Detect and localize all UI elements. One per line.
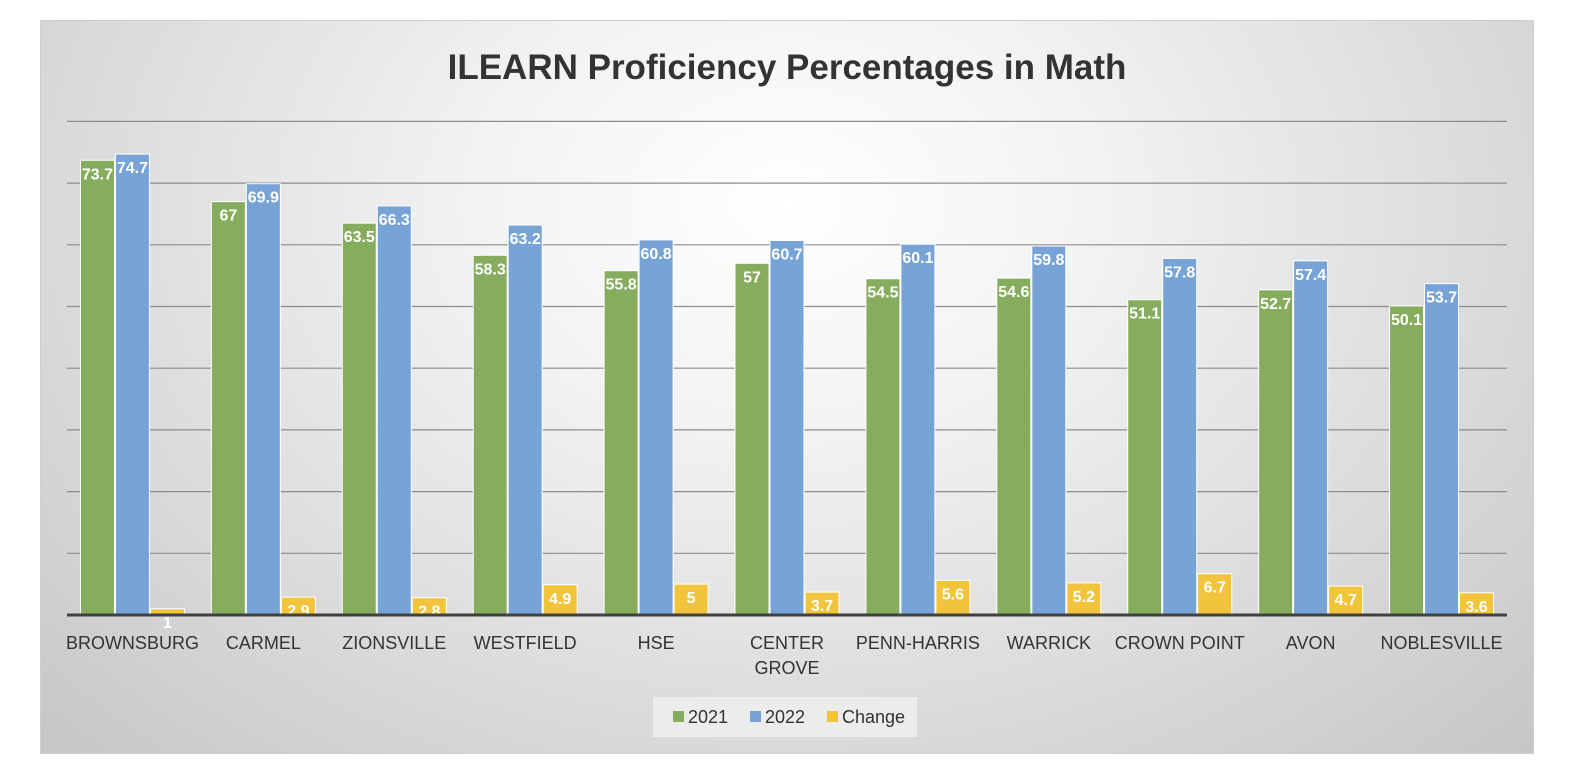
bar-2022-westfield — [507, 224, 543, 616]
bar-2022-avon — [1293, 260, 1329, 616]
data-label: 50.1 — [1391, 312, 1422, 329]
bar-2021-noblesville — [1389, 305, 1425, 616]
data-label: 60.7 — [771, 246, 802, 263]
bar-2021-westfield — [472, 254, 508, 616]
bar-change-penn-harris — [935, 579, 971, 616]
legend-label: 2021 — [688, 707, 728, 727]
legend-swatch — [827, 711, 838, 722]
chart-title: ILEARN Proficiency Percentages in Math — [448, 48, 1127, 87]
x-tick-label: AVON — [1286, 633, 1336, 653]
data-label: 4.9 — [549, 591, 571, 608]
x-tick-label: CROWN POINT — [1115, 633, 1245, 653]
data-label: 51.1 — [1129, 306, 1160, 323]
bar-2022-zionsville — [376, 205, 412, 616]
data-label: 52.7 — [1260, 296, 1291, 313]
x-tick-label: PENN-HARRIS — [856, 633, 980, 653]
bar-2021-crown-point — [1127, 299, 1163, 616]
bar-2021-warrick — [996, 277, 1032, 616]
bar-2022-penn-harris — [900, 243, 936, 616]
bar-2022-brownsburg — [114, 153, 150, 616]
legend-box — [653, 697, 917, 737]
data-label: 2.9 — [287, 603, 309, 620]
data-label: 54.6 — [998, 284, 1029, 301]
x-axis: BROWNSBURG CARMEL ZIONSVILLE WESTFIELD HSE CE… — [66, 613, 1507, 678]
data-label: 2.8 — [418, 604, 440, 621]
data-label: 3.6 — [1465, 599, 1487, 616]
data-label: 59.8 — [1033, 252, 1064, 269]
data-label: 67 — [219, 208, 237, 225]
bar-2021-center-grove — [734, 262, 770, 616]
x-tick-label: WESTFIELD — [474, 633, 577, 653]
data-label: 53.7 — [1426, 290, 1457, 307]
data-label: 69.9 — [248, 190, 279, 207]
bar-change-warrick — [1066, 582, 1102, 616]
data-label: 57.8 — [1164, 264, 1195, 281]
x-tick-label: CENTER GROVE — [750, 633, 824, 678]
data-label: 1 — [163, 615, 172, 632]
bar-2021-avon — [1258, 289, 1294, 616]
bar-2022-crown-point — [1162, 257, 1198, 616]
data-label: 60.1 — [902, 250, 933, 267]
data-label: 57 — [743, 269, 761, 286]
data-label: 4.7 — [1335, 592, 1357, 609]
data-label: 57.4 — [1295, 267, 1326, 284]
chart-area: ILEARN Proficiency Percentages in Math 7… — [40, 20, 1534, 754]
bar-2021-zionsville — [341, 222, 377, 616]
data-label: 63.2 — [510, 231, 541, 248]
data-label: 63.5 — [344, 229, 375, 246]
x-tick-label: HSE — [638, 633, 675, 653]
bar-2022-noblesville — [1424, 283, 1460, 616]
bar-2022-hse — [638, 239, 674, 616]
bar-2021-carmel — [210, 201, 246, 616]
data-label: 6.7 — [1204, 580, 1226, 597]
data-label: 60.8 — [641, 246, 672, 263]
x-tick-label: NOBLESVILLE — [1381, 633, 1503, 653]
data-label: 66.3 — [379, 212, 410, 229]
x-tick-label: BROWNSBURG — [66, 633, 199, 653]
bar-2021-penn-harris — [865, 278, 901, 616]
bar-2022-carmel — [245, 183, 281, 616]
data-label: 58.3 — [475, 261, 506, 278]
x-tick-label: WARRICK — [1007, 633, 1091, 653]
bars — [79, 153, 1495, 616]
x-tick-label: CARMEL — [226, 633, 301, 653]
x-tick-label: ZIONSVILLE — [342, 633, 446, 653]
data-label: 5.6 — [942, 586, 964, 603]
bar-2022-warrick — [1031, 245, 1067, 616]
data-label: 5 — [687, 590, 696, 607]
bar-2021-hse — [603, 270, 639, 616]
data-label: 5.2 — [1073, 589, 1095, 606]
bar-2021-brownsburg — [79, 159, 115, 616]
bar-2022-center-grove — [769, 239, 805, 616]
legend-label: Change — [842, 707, 905, 727]
bar-change-crown-point — [1197, 573, 1233, 616]
legend: 2021 2022 Change — [653, 697, 917, 737]
data-labels: 73.7 74.7 1 67 69.9 2.9 63.566.3 2.8 58.363.2 4.9… — [82, 160, 1488, 632]
data-label: 54.5 — [867, 285, 898, 302]
data-label: 3.7 — [811, 598, 833, 615]
data-label: 55.8 — [606, 277, 637, 294]
legend-swatch — [673, 711, 684, 722]
legend-swatch — [750, 711, 761, 722]
legend-label: 2022 — [765, 707, 805, 727]
data-label: 74.7 — [117, 160, 148, 177]
data-label: 73.7 — [82, 166, 113, 183]
bar-chart: ILEARN Proficiency Percentages in Math 7… — [66, 48, 1507, 737]
bar-change-westfield — [542, 584, 578, 616]
